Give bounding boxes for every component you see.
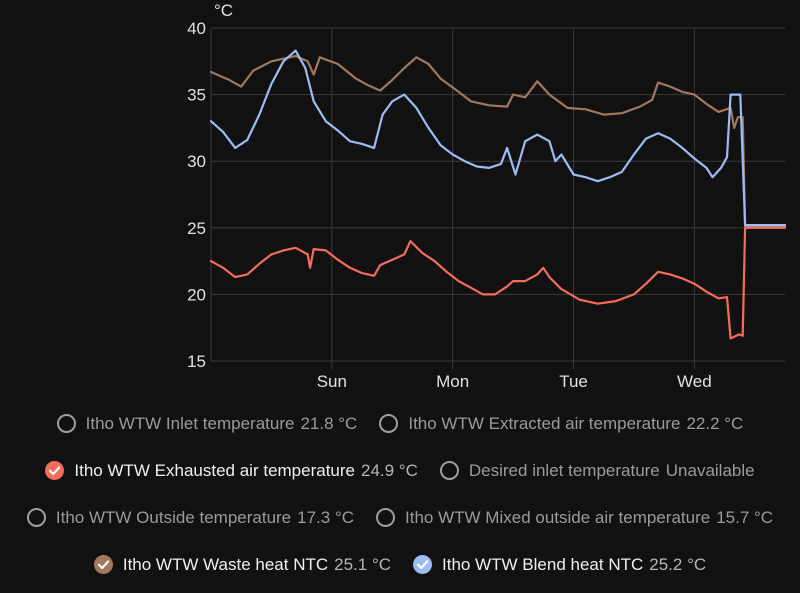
- legend-row: Itho WTW Inlet temperature 21.8 °C Itho WT…: [0, 400, 800, 447]
- legend-item[interactable]: Desired inlet temperature Unavailable: [439, 460, 755, 481]
- circle-outline-icon: [379, 414, 399, 433]
- legend-item-name: Itho WTW Inlet temperature: [85, 413, 295, 433]
- y-tick-label: 35: [187, 86, 206, 105]
- legend-item-value: 17.3 °C: [297, 507, 355, 527]
- check-circle-icon: [45, 461, 65, 480]
- series-line: [209, 226, 787, 340]
- legend-item[interactable]: Itho WTW Blend heat NTC 25.2 °C: [413, 555, 706, 575]
- legend-item-value: 25.2 °C: [649, 554, 707, 574]
- series-line: [209, 49, 787, 227]
- legend-item[interactable]: Itho WTW Exhausted air temperature 24.9 °…: [45, 461, 418, 481]
- chart-grid: [210, 27, 785, 369]
- legend-item-name: Itho WTW Exhausted air temperature: [74, 460, 355, 480]
- x-tick-label: Mon: [436, 372, 469, 391]
- y-tick-label: 15: [187, 352, 206, 371]
- series-line: [209, 54, 787, 228]
- y-axis-unit-label: °C: [214, 1, 233, 20]
- x-tick-label: Tue: [559, 372, 588, 391]
- legend-item[interactable]: Itho WTW Extracted air temperature 22.2 °…: [379, 414, 743, 434]
- check-circle-icon: [93, 555, 113, 574]
- temperature-line-chart: 15 20 25 30 35 40 Sun Mon Tue Wed °C: [187, 1, 787, 391]
- x-tick-label: Wed: [677, 372, 712, 391]
- legend-item-name: Itho WTW Waste heat NTC: [122, 554, 329, 574]
- legend-item[interactable]: Itho WTW Outside temperature 17.3 °C: [26, 507, 355, 528]
- legend-item[interactable]: Itho WTW Waste heat NTC 25.1 °C: [93, 554, 392, 575]
- legend-row: Itho WTW Outside temperature 17.3 °C Itho …: [0, 494, 800, 541]
- legend-item-value: 21.8 °C: [300, 413, 358, 433]
- check-circle-icon: [413, 555, 433, 574]
- legend-item-name: Itho WTW Extracted air temperature: [408, 413, 681, 433]
- legend-item-name: Desired inlet temperature: [468, 460, 660, 480]
- legend-item[interactable]: Itho WTW Mixed outside air temperature 15…: [376, 508, 773, 528]
- legend-item-value: Unavailable: [665, 460, 755, 480]
- legend-item-value: 15.7 °C: [716, 507, 774, 527]
- legend-row: Itho WTW Exhausted air temperature 24.9 °…: [0, 447, 800, 494]
- legend-item-value: 25.1 °C: [334, 554, 392, 574]
- y-tick-label: 40: [187, 19, 206, 38]
- x-tick-label: Sun: [317, 372, 347, 391]
- legend-row: Itho WTW Waste heat NTC 25.1 °C Itho WTW B…: [0, 541, 800, 588]
- y-tick-label: 20: [187, 285, 206, 304]
- legend-item-name: Itho WTW Outside temperature: [55, 507, 292, 527]
- circle-outline-icon: [26, 508, 46, 527]
- circle-outline-icon: [439, 461, 459, 480]
- chart-series: [209, 49, 787, 340]
- circle-outline-icon: [56, 414, 76, 433]
- legend-item-name: Itho WTW Mixed outside air temperature: [405, 507, 711, 527]
- circle-outline-icon: [376, 508, 396, 527]
- legend-item[interactable]: Itho WTW Inlet temperature 21.8 °C: [56, 413, 358, 434]
- legend-item-name: Itho WTW Blend heat NTC: [442, 554, 644, 574]
- legend-item-value: 22.2 °C: [686, 413, 744, 433]
- y-tick-label: 30: [187, 152, 206, 171]
- y-tick-label: 25: [187, 219, 206, 238]
- chart-axis-labels: 15 20 25 30 35 40 Sun Mon Tue Wed: [187, 19, 712, 391]
- chart-legend: Itho WTW Inlet temperature 21.8 °C Itho WT…: [0, 400, 800, 588]
- legend-item-value: 24.9 °C: [361, 460, 418, 480]
